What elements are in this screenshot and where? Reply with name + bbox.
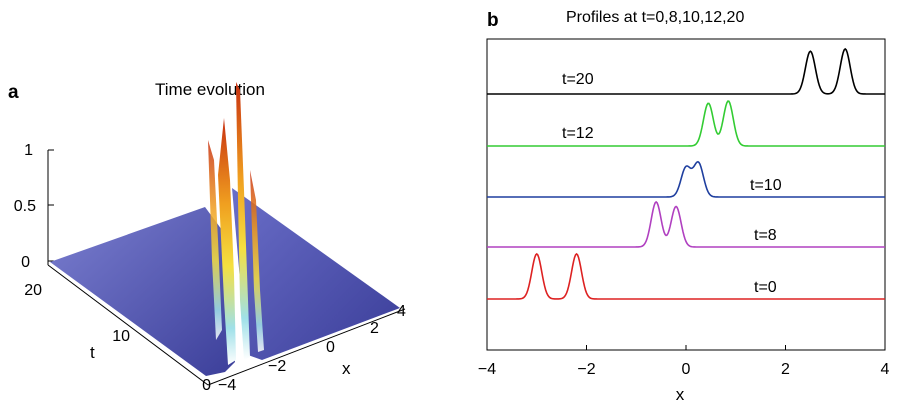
x-tick-label: −2 xyxy=(577,361,595,378)
x-axis-label: x xyxy=(342,359,351,378)
panel-a-axes xyxy=(47,150,406,386)
t-tick-label: 10 xyxy=(112,328,130,345)
profile-curve-t20 xyxy=(487,47,885,95)
surface-peak xyxy=(218,118,236,365)
x-tick-label: 2 xyxy=(370,320,379,337)
surface xyxy=(50,82,400,376)
curve-label-t20: t=20 xyxy=(562,71,594,88)
x-tick-label: −4 xyxy=(478,361,496,378)
surface-left-plane xyxy=(50,207,235,376)
x-tick-label: −2 xyxy=(268,358,286,375)
profile-curve-t0 xyxy=(487,252,885,300)
surface-peak xyxy=(236,82,250,360)
t-tick-label: 20 xyxy=(24,282,42,299)
panel-b-letter: b xyxy=(487,10,499,31)
t-tick-label: 0 xyxy=(202,377,211,394)
profile-curve-t12 xyxy=(487,100,885,147)
panel-b-curves xyxy=(487,47,885,300)
z-ticks: 0 0.5 1 xyxy=(14,142,54,271)
x-axis xyxy=(207,308,406,386)
panel-a: a Time evolution 0 0.5 1 20 10 0 t −4 −2 xyxy=(8,80,406,394)
curve-label-t12: t=12 xyxy=(562,125,594,142)
x-tick-label: 4 xyxy=(881,361,890,378)
surface-peak xyxy=(250,170,264,352)
panel-a-title: Time evolution xyxy=(155,80,265,99)
profile-curve-t8 xyxy=(487,200,885,248)
t-axis xyxy=(47,264,209,386)
x-tick-label: 0 xyxy=(326,339,335,356)
curve-label-t8: t=8 xyxy=(754,227,777,244)
panel-b-frame xyxy=(486,38,886,351)
x-tick-label: −4 xyxy=(218,377,236,394)
z-tick-label: 0 xyxy=(21,254,30,271)
panel-b-x-axis-label: x xyxy=(676,385,685,404)
x-ticks: −4 −2 0 2 4 x xyxy=(218,303,406,394)
x-tick-label: 2 xyxy=(781,361,790,378)
curve-label-t0: t=0 xyxy=(754,279,777,296)
curve-label-t10: t=10 xyxy=(750,177,782,194)
z-tick-label: 1 xyxy=(24,142,33,159)
surface-right-plane xyxy=(232,188,400,360)
t-ticks: 20 10 0 t xyxy=(24,282,211,394)
z-tick-label: 0.5 xyxy=(14,198,36,215)
x-tick-label: 4 xyxy=(397,303,406,320)
panel-b: b Profiles at t=0,8,10,12,20 −4 −2 0 2 4 x t… xyxy=(478,9,890,404)
panel-a-letter: a xyxy=(8,82,19,103)
panel-b-x-ticks: −4 −2 0 2 4 xyxy=(478,345,890,378)
t-axis-label: t xyxy=(90,343,95,362)
profile-curve-t10 xyxy=(487,160,885,198)
panel-b-title: Profiles at t=0,8,10,12,20 xyxy=(566,9,744,26)
surface-peak xyxy=(208,140,222,340)
x-tick-label: 0 xyxy=(682,361,691,378)
